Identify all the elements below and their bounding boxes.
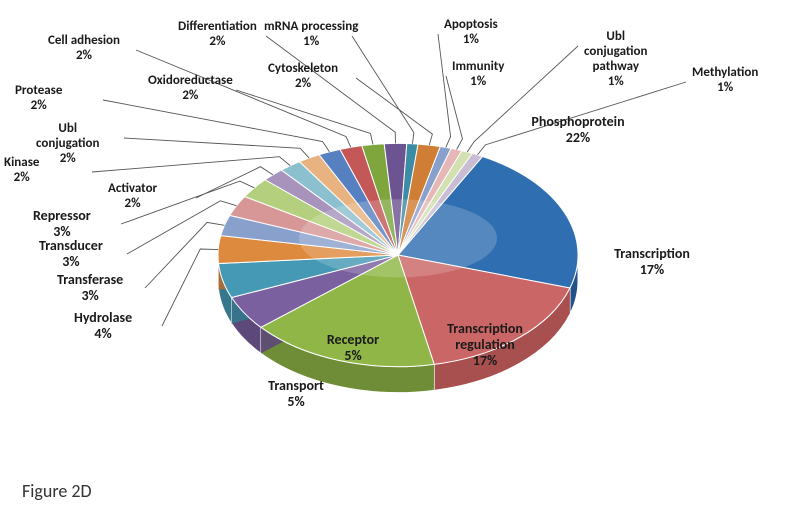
label-oxidoreductase: Oxidoreductase2%: [148, 74, 233, 104]
label-repressor: Repressor3%: [33, 208, 91, 240]
label-transcription: Transcription17%: [572, 246, 732, 278]
label-immunity: Immunity1%: [452, 60, 504, 90]
label-hydrolase: Hydrolase4%: [74, 310, 132, 342]
label-cytoskeleton: Cytoskeleton2%: [268, 62, 338, 92]
label-kinase: Kinase2%: [4, 156, 39, 186]
label-transport: Transport5%: [216, 378, 376, 410]
label-methylation: Methylation1%: [692, 66, 758, 96]
label-differentiation: Differentiation2%: [178, 20, 257, 50]
figure-caption: Figure 2D: [22, 480, 92, 502]
label-protease: Protease2%: [15, 84, 62, 114]
label-activator: Activator2%: [108, 182, 157, 212]
label-ubl-conjugation-pathway: Ublconjugationpathway1%: [584, 30, 647, 90]
label-cell-adhesion: Cell adhesion2%: [48, 34, 120, 64]
label-apoptosis: Apoptosis1%: [444, 18, 498, 48]
label-ubl-conjugation: Ublconjugation2%: [36, 122, 99, 167]
label-transducer: Transducer3%: [39, 238, 103, 270]
label-mrna-processing: mRNA processing1%: [264, 20, 358, 50]
label-transferase: Transferase3%: [57, 272, 123, 304]
label-receptor: Receptor5%: [273, 332, 433, 364]
label-phosphoprotein: Phosphoprotein22%: [498, 114, 658, 146]
